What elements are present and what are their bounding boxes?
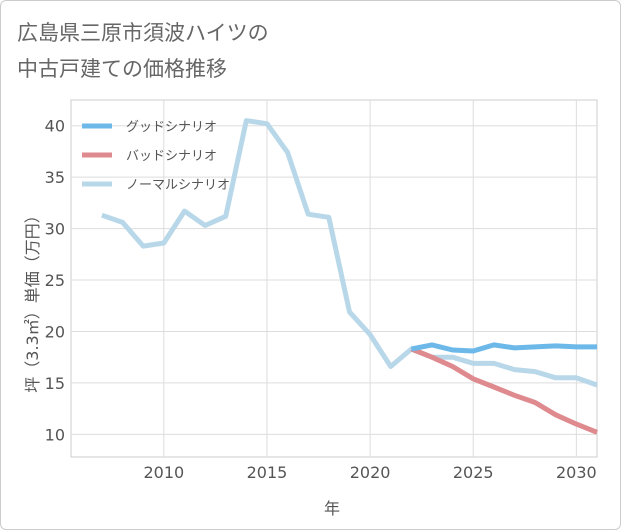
legend-label-good: グッドシナリオ <box>126 120 217 135</box>
x-tick-label: 2030 <box>556 463 597 482</box>
legend-label-bad: バッドシナリオ <box>126 149 217 164</box>
plot-area <box>70 99 598 458</box>
x-tick-label: 2015 <box>247 463 288 482</box>
chart-title-line-2: 中古戸建ての価格推移 <box>17 57 227 81</box>
x-tick-label: 2025 <box>453 463 494 482</box>
series-lines <box>101 118 598 435</box>
legend-label-normal: ノーマルシナリオ <box>126 178 230 193</box>
series-line-bad <box>410 346 598 435</box>
grid <box>70 99 598 458</box>
chart-title-line-1: 広島県三原市須波ハイツの <box>17 21 269 45</box>
series-line-normal <box>101 118 598 388</box>
y-tick-label: 15 <box>45 374 65 393</box>
y-tick-label: 25 <box>45 271 65 290</box>
y-tick-label: 35 <box>45 168 65 187</box>
series-line-good <box>410 342 597 354</box>
chart-title: 広島県三原市須波ハイツの 中古戸建ての価格推移 <box>17 15 269 87</box>
y-tick-label: 40 <box>45 117 65 136</box>
x-axis-label: 年 <box>324 499 340 518</box>
y-axis-label: 坪（3.3㎡）単価（万円） <box>23 207 42 392</box>
y-tick-label: 30 <box>45 220 65 239</box>
y-tick-label: 20 <box>45 322 65 341</box>
y-tick-label: 10 <box>45 425 65 444</box>
x-tick-label: 2010 <box>143 463 184 482</box>
x-tick-label: 2020 <box>350 463 391 482</box>
